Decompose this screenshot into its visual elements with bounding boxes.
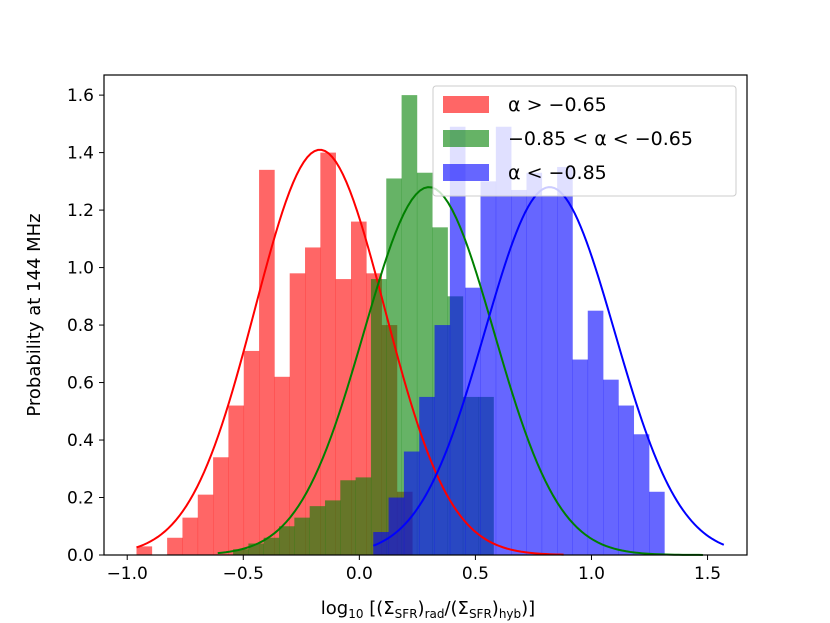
histogram-bar <box>495 126 512 556</box>
histogram-bar <box>403 451 420 555</box>
x-tick-label: −0.5 <box>223 564 264 584</box>
y-tick-label: 0.4 <box>67 431 94 451</box>
histogram-bar <box>465 287 481 555</box>
histogram-bar <box>309 506 326 555</box>
x-axis-label: log10 [(ΣSFR)rad/(ΣSFR)hyb)] <box>321 598 535 621</box>
histogram-bar <box>136 546 153 555</box>
x-axis-ticks: −1.0 −0.5 0.0 0.5 1.0 1.5 <box>107 555 721 584</box>
x-tick-label: 0.5 <box>462 564 489 584</box>
histogram-bar <box>373 532 389 555</box>
histogram-bar <box>587 310 604 555</box>
histogram-bar <box>350 221 367 555</box>
legend-swatch-red <box>443 96 489 113</box>
histogram-bar <box>370 279 387 555</box>
y-axis-ticks: 0.0 0.2 0.4 0.6 0.8 1.0 1.2 1.4 1.6 <box>67 86 104 566</box>
legend: α > −0.65 −0.85 < α < −0.65 α < −0.85 <box>432 85 737 197</box>
histogram-bar <box>289 273 306 555</box>
y-tick-label: 1.4 <box>67 144 94 164</box>
gaussian-fit-line <box>136 148 564 556</box>
histogram-bar <box>213 457 229 555</box>
x-tick-label: −1.0 <box>107 564 148 584</box>
x-tick-label: 0.0 <box>346 564 373 584</box>
y-tick-label: 0.6 <box>67 374 94 394</box>
legend-swatch-green <box>443 130 489 147</box>
histogram-bar <box>386 178 402 555</box>
histogram-bar <box>182 517 199 555</box>
y-tick-label: 1.0 <box>67 259 94 279</box>
histogram-bars <box>136 95 665 556</box>
y-tick-label: 1.6 <box>67 86 94 106</box>
histogram-bar <box>511 189 527 555</box>
y-tick-label: 1.2 <box>67 201 94 221</box>
histogram-bar <box>449 126 466 556</box>
gaussian-fit-line <box>217 186 703 556</box>
histogram-bar <box>526 172 543 555</box>
histogram-bar <box>233 549 249 555</box>
plot-frame <box>103 74 748 556</box>
histogram-bar <box>243 350 260 555</box>
histogram-bar <box>649 491 665 555</box>
y-tick-label: 0.0 <box>67 546 94 566</box>
histogram-bar <box>324 500 341 555</box>
legend-label-red: α > −0.65 <box>508 94 607 116</box>
histogram-bar <box>279 526 295 555</box>
histogram-bar <box>167 537 183 555</box>
histogram-bar <box>305 247 321 556</box>
histogram-bar <box>541 195 558 555</box>
histogram-bar <box>263 537 280 555</box>
legend-label-blue: α < −0.85 <box>508 162 607 184</box>
y-tick-label: 0.8 <box>67 316 94 336</box>
histogram-bar <box>572 359 589 555</box>
histogram-bar <box>197 494 214 555</box>
histogram-bar <box>618 405 635 555</box>
histogram-bar <box>274 376 291 555</box>
legend-label-green: −0.85 < α < −0.65 <box>508 128 693 150</box>
histogram-bar <box>294 517 310 555</box>
histogram-bar <box>259 169 275 556</box>
histogram-bar <box>603 379 619 555</box>
legend-frame <box>432 85 737 197</box>
histogram-bar <box>320 152 336 555</box>
histogram-bar <box>355 477 372 555</box>
histogram-bar <box>557 166 573 555</box>
histogram-bar <box>434 325 451 555</box>
histogram-bar <box>480 181 497 556</box>
histogram-bar <box>248 543 265 555</box>
x-tick-label: 1.5 <box>694 564 721 584</box>
histogram-bar <box>340 480 356 555</box>
histogram-bar <box>388 497 405 555</box>
histogram-bar <box>419 396 435 555</box>
y-axis-label: Probability at 144 MHz <box>24 213 45 416</box>
histogram-bar <box>633 434 650 555</box>
y-tick-label: 0.2 <box>67 489 94 509</box>
histogram-bar <box>228 405 245 555</box>
x-tick-label: 1.0 <box>578 564 605 584</box>
legend-swatch-blue <box>443 164 489 181</box>
